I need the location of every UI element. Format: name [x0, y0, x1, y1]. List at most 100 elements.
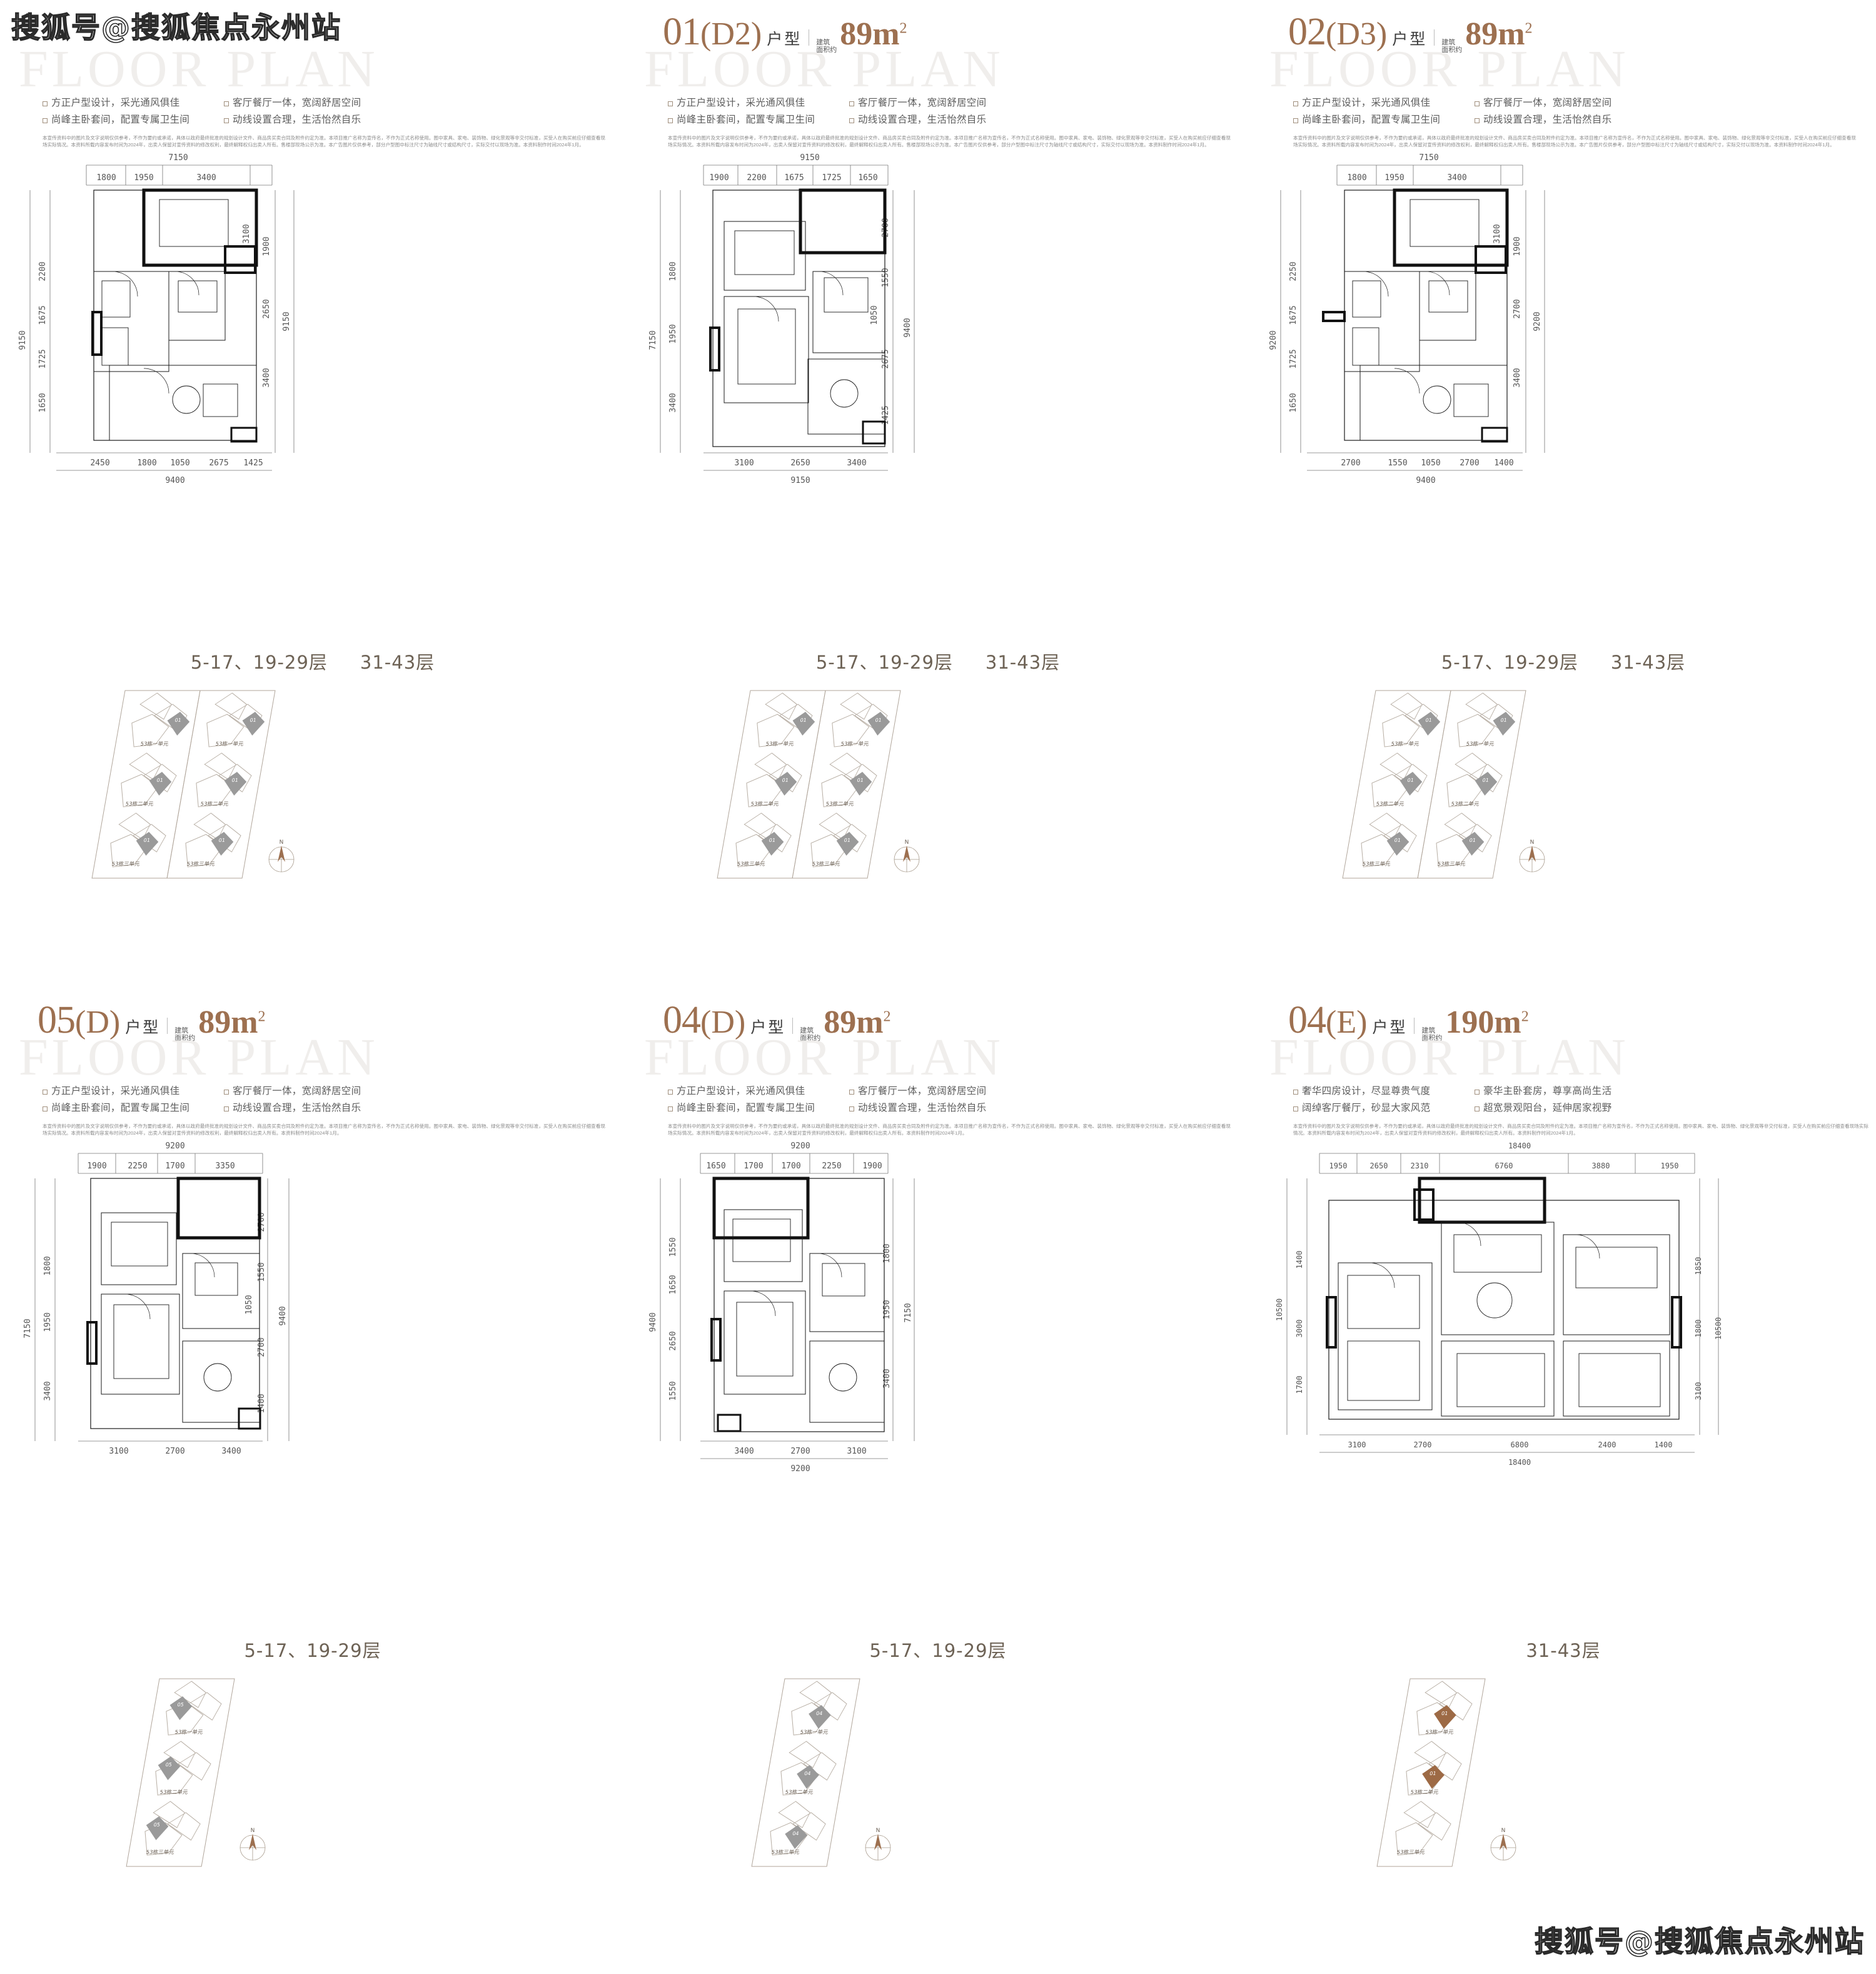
- dim-right2-seg: 3100: [1493, 224, 1502, 243]
- keyplan-svg: 01 01 01 53栋一单元 53栋二单元 53栋三单元: [717, 690, 920, 879]
- feature-item: 客厅餐厅一体，宽阔舒居空间: [1475, 98, 1662, 109]
- dim-top-seg: 6760: [1495, 1162, 1513, 1170]
- keyplan-unit-label: 53栋一单元: [840, 740, 870, 747]
- unit-code: (D2): [700, 16, 762, 52]
- dim-top-seg: 1900: [87, 1162, 106, 1171]
- dim-top-total: 7150: [168, 153, 188, 163]
- dim-top-seg: 1725: [822, 173, 841, 183]
- feature-item: 尚峰主卧套间，配置专属卫生间: [43, 114, 224, 126]
- dim-right-total: 9150: [282, 311, 291, 331]
- keyplan-svg: 04 04 04 53栋一单元 53栋二单元 53栋三单元 N: [751, 1678, 891, 1867]
- dim-right-seg: 1550: [881, 268, 890, 287]
- feature-list-2: 方正户型设计，采光通风俱佳 客厅餐厅一体，宽阔舒居空间 尚峰主卧套间，配置专属卫…: [668, 98, 1232, 126]
- dim-left-seg: 1550: [668, 1237, 678, 1257]
- svg-text:01: 01: [1500, 717, 1508, 723]
- dim-right-seg: 1800: [1694, 1319, 1703, 1337]
- floorplan-drawing-6: 18400 1950 2650 2310 6760 3880 1950 1050…: [1269, 1141, 1857, 1635]
- feature-item: 动线设置合理，生活怡然自乐: [849, 1103, 1037, 1114]
- dim-bottom-seg: 1400: [1655, 1440, 1673, 1449]
- dim-left-seg: 3000: [1295, 1319, 1304, 1337]
- dim-bottom-total: 9150: [790, 476, 810, 485]
- dim-top-total: 9200: [165, 1141, 184, 1151]
- area-label: 建筑 面积约: [1441, 39, 1463, 54]
- legal-disclaimer: 本宣传资料中的图片及文字说明仅供参考，不作为要约或承诺，具体以政府最终批准的规划…: [43, 134, 605, 148]
- keyplan-group-1: 01 01 01 53栋一单元 53栋二单元 53栋三单元: [19, 686, 607, 892]
- feature-item: 方正户型设计，采光通风俱佳: [668, 1086, 849, 1097]
- dim-bottom-seg: 1800: [137, 458, 156, 468]
- feature-list-3: 方正户型设计，采光通风俱佳 客厅餐厅一体，宽阔舒居空间 尚峰主卧套间，配置专属卫…: [1293, 98, 1857, 126]
- floor-range-labels-5: 5-17、19-29层: [644, 1636, 1232, 1663]
- floor-range-labels-4: 5-17、19-29层: [19, 1636, 607, 1663]
- bullet-square-icon: [1475, 1106, 1480, 1111]
- bullet-square-icon: [1475, 101, 1480, 106]
- keyplan-unit-label: 53栋一单元: [174, 1728, 204, 1736]
- dim-bottom-seg: 3400: [734, 1447, 754, 1456]
- panel-header-1: [19, 6, 607, 75]
- bullet-square-icon: [43, 1090, 48, 1095]
- legal-disclaimer: 本宣传资料中的图片及文字说明仅供参考，不作为要约或承诺，具体以政府最终批准的规划…: [668, 134, 1231, 148]
- dim-bottom-seg: 3100: [109, 1447, 128, 1456]
- unit-number: 04: [1288, 999, 1326, 1041]
- dim-top-seg: 1700: [781, 1162, 800, 1171]
- dim-left-total: 9400: [648, 1312, 658, 1332]
- dim-bottom-total: 9400: [1416, 476, 1435, 485]
- feature-item: 客厅餐厅一体，宽阔舒居空间: [224, 1086, 411, 1097]
- keyplan-unit-label: 53栋二单元: [750, 800, 780, 807]
- bullet-square-icon: [43, 118, 48, 123]
- floorplan-panel-4: 05 (D) 户型 建筑 面积约 89m2 FLOOR PLAN 方正户型设计，采…: [0, 988, 625, 1974]
- header-divider: [167, 1018, 168, 1034]
- dim-right2-seg: 3100: [242, 224, 251, 243]
- floorplan-drawing-5: 9200 1650 1700 1700 2250 1900 9400 1550 …: [644, 1141, 1232, 1635]
- dim-top-seg: 2250: [128, 1162, 147, 1171]
- dim-right-seg: 3400: [882, 1369, 892, 1388]
- floorplan-panel-5: 04 (D) 户型 建筑 面积约 89m2 FLOOR PLAN 方正户型设计，采…: [625, 988, 1251, 1974]
- dim-top-seg: 1675: [784, 173, 804, 183]
- keyplan-unit-label: 53栋二单元: [1451, 800, 1480, 807]
- keyplan-unit-label: 53栋一单元: [215, 740, 245, 747]
- svg-text:01: 01: [1441, 1711, 1448, 1716]
- keyplan-unit-label: 53栋一单元: [765, 740, 795, 747]
- keyplan-unit-label: 53栋三单元: [771, 1848, 800, 1856]
- feature-item: 客厅餐厅一体，宽阔舒居空间: [849, 98, 1037, 109]
- floorplan-panel-6: 04 (E) 户型 建筑 面积约 190m2 FLOOR PLAN 奢华四房设计，…: [1251, 988, 1876, 1974]
- dim-top-seg: 3880: [1592, 1162, 1610, 1170]
- dim-right-seg: 1400: [257, 1394, 266, 1413]
- dim-left-seg: 2200: [38, 261, 48, 281]
- bullet-square-icon: [1293, 101, 1298, 106]
- keyplan-unit-label: 53栋二单元: [825, 800, 855, 807]
- dim-left-seg: 2250: [1289, 261, 1298, 281]
- dim-right-seg: 1950: [882, 1300, 892, 1319]
- svg-text:01: 01: [1425, 717, 1433, 723]
- svg-text:05: 05: [177, 1702, 184, 1708]
- keyplan-unit-label: 53栋一单元: [1391, 740, 1420, 747]
- dim-right-seg: 3400: [1513, 368, 1522, 387]
- svg-text:01: 01: [218, 838, 226, 843]
- feature-item: 方正户型设计，采光通风俱佳: [668, 98, 849, 109]
- unit-number: 04: [663, 999, 701, 1041]
- keyplan-svg: 05 05 05 53栋一单元 53栋二单元 53栋三单元 N: [126, 1678, 266, 1867]
- dim-right-seg: 2650: [262, 299, 271, 318]
- floor-range-labels-1: 5-17、19-29层 31-43层: [19, 648, 607, 674]
- dim-bottom-seg: 1425: [243, 458, 263, 468]
- keyplan-group-5: 04 04 04 53栋一单元 53栋二单元 53栋三单元 N: [644, 1674, 1232, 1880]
- dim-right-total: 7150: [904, 1303, 913, 1322]
- keyplan-unit-label: 53栋三单元: [111, 860, 141, 868]
- dim-left-seg: 1550: [668, 1381, 678, 1400]
- floor-range: 31-43层: [985, 651, 1061, 673]
- unit-area: 89m2: [198, 1005, 266, 1040]
- svg-text:01: 01: [143, 838, 151, 843]
- floor-range: 5-17、19-29层: [815, 651, 953, 673]
- feature-item: 奢华四房设计，尽显尊贵气度: [1293, 1086, 1475, 1097]
- keyplan-svg: 01 01 01 53栋一单元 53栋二单元 53栋三单元: [1342, 690, 1545, 879]
- plan-svg: 9150 1900 2200 1675 1725 1650 7150 1800 …: [648, 153, 915, 485]
- dim-right-seg: 3400: [262, 368, 271, 387]
- bullet-square-icon: [849, 1106, 854, 1111]
- feature-item: 动线设置合理，生活怡然自乐: [224, 114, 411, 126]
- header-divider: [1434, 29, 1435, 46]
- dim-bottom-seg: 3100: [1348, 1440, 1366, 1449]
- compass-icon: N: [865, 1828, 891, 1861]
- svg-text:01: 01: [156, 777, 164, 783]
- keyplan-unit-label: 53栋二单元: [1376, 800, 1405, 807]
- dim-right-seg: 2675: [881, 349, 890, 368]
- floorplan-drawing-2: 9150 1900 2200 1675 1725 1650 7150 1800 …: [644, 153, 1232, 647]
